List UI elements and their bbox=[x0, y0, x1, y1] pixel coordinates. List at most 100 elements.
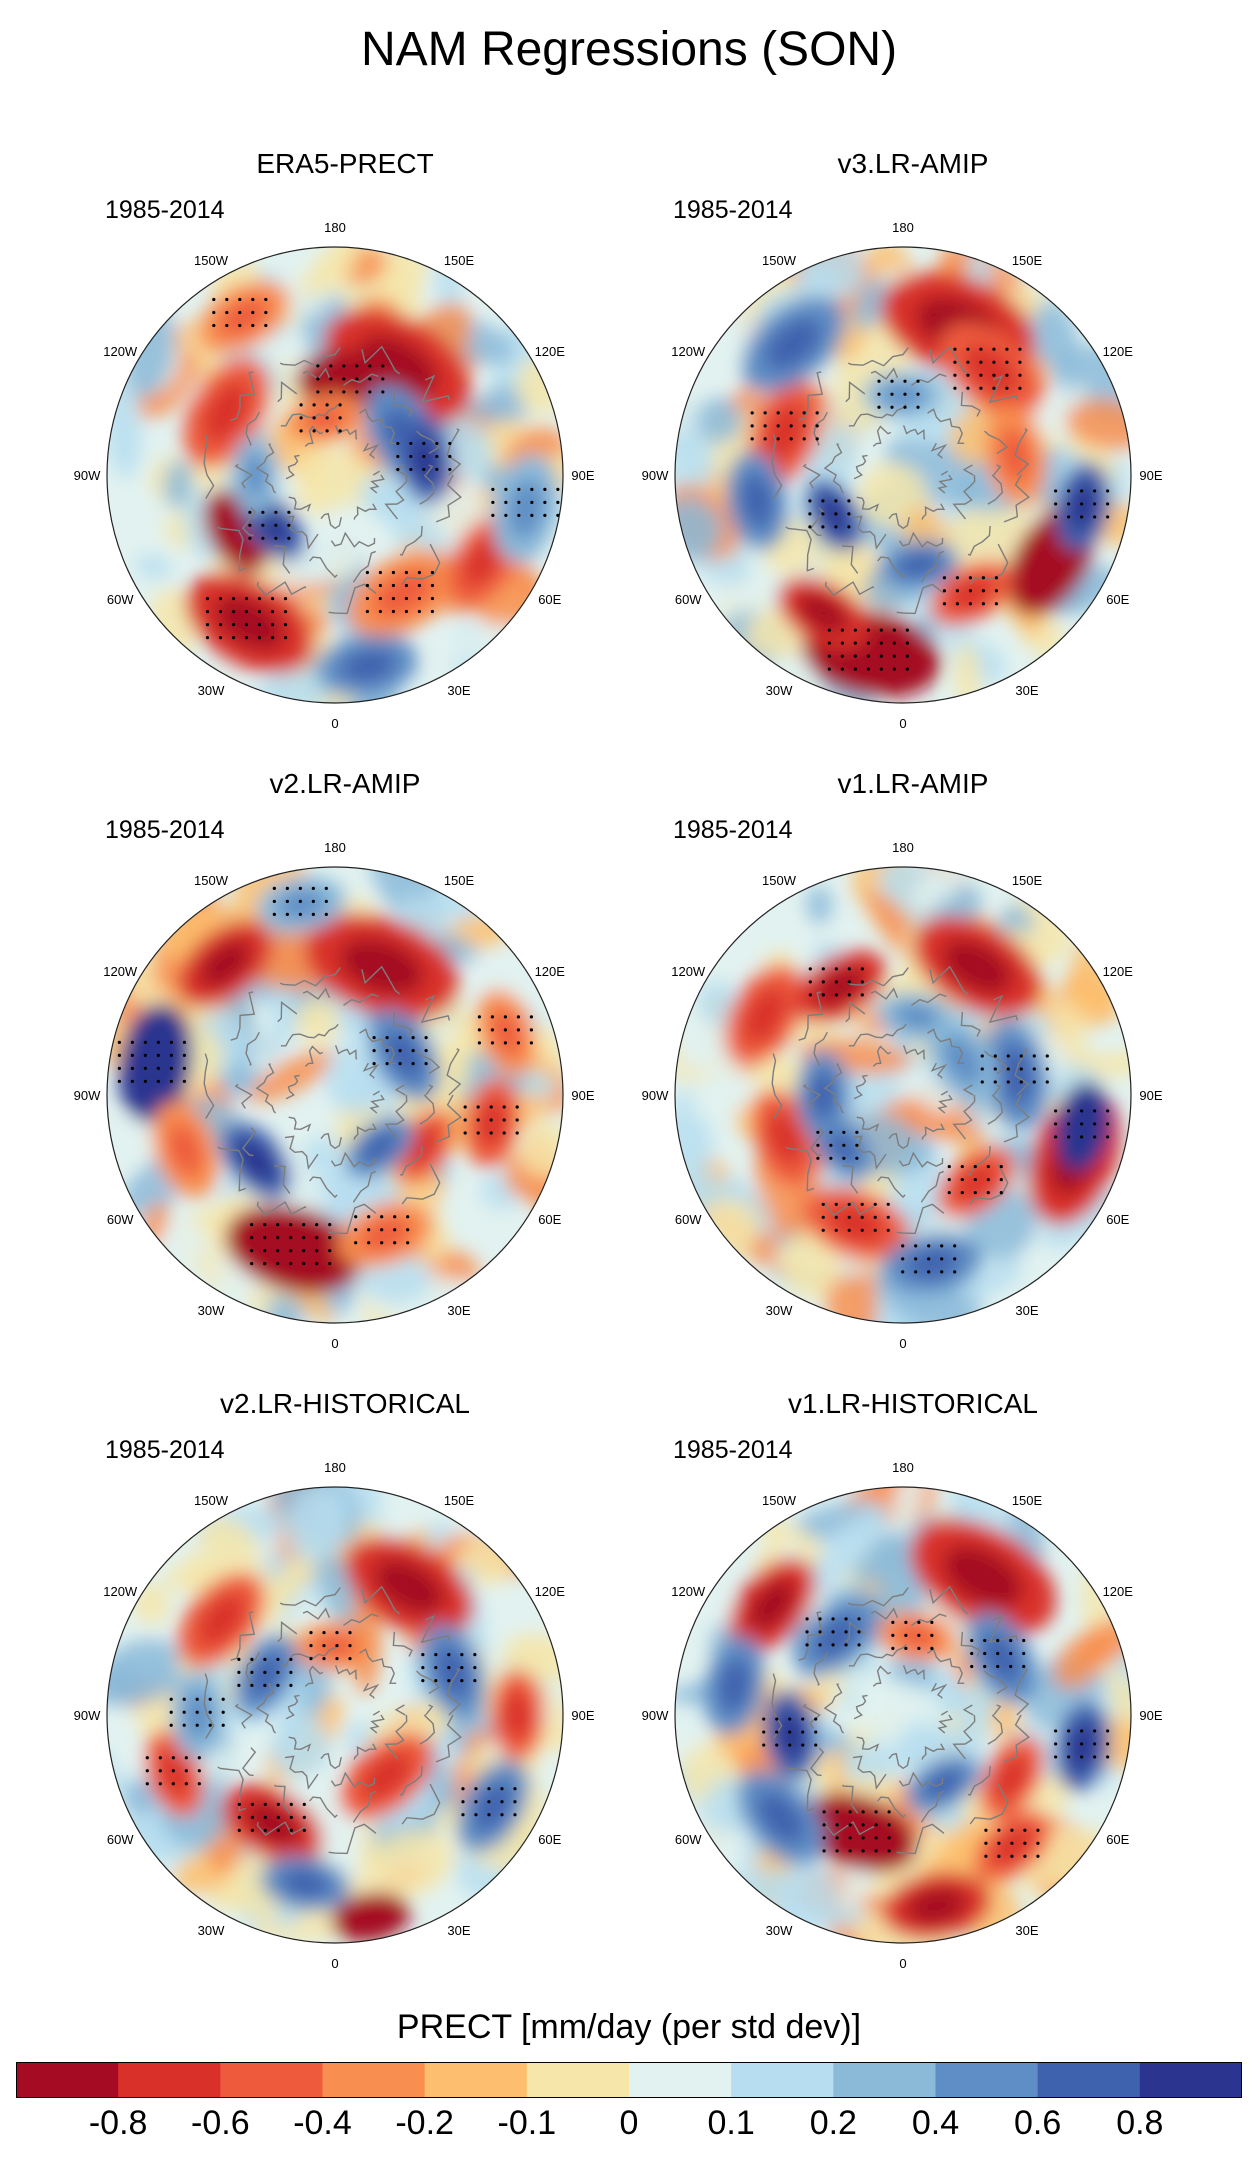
significance-dot bbox=[1032, 1054, 1036, 1058]
significance-dot bbox=[857, 1617, 861, 1621]
significance-dot bbox=[430, 583, 434, 588]
longitude-label: 60E bbox=[1106, 1832, 1129, 1847]
significance-dot bbox=[994, 589, 998, 593]
significance-dot bbox=[263, 1670, 267, 1674]
significance-dot bbox=[248, 536, 252, 540]
anomaly-core bbox=[962, 344, 1020, 397]
significance-dot bbox=[354, 1241, 358, 1245]
longitude-label: 0 bbox=[331, 716, 338, 731]
significance-dot bbox=[218, 635, 223, 640]
significance-dot bbox=[1093, 1755, 1097, 1759]
colorbar bbox=[16, 2062, 1242, 2098]
significance-dot bbox=[298, 899, 302, 903]
longitude-label: 0 bbox=[899, 1336, 906, 1351]
significance-dot bbox=[447, 1679, 451, 1683]
significance-dot bbox=[822, 1836, 826, 1840]
significance-dot bbox=[372, 1049, 376, 1053]
significance-dot bbox=[1018, 386, 1022, 390]
significance-dot bbox=[866, 641, 870, 645]
significance-dot bbox=[169, 1697, 173, 1701]
significance-dot bbox=[354, 1228, 358, 1232]
significance-dot bbox=[156, 1079, 160, 1083]
significance-dot bbox=[117, 1066, 121, 1070]
colorbar-swatch bbox=[16, 2062, 119, 2098]
significance-dot bbox=[1106, 489, 1110, 493]
significance-dot bbox=[835, 1836, 839, 1840]
significance-dot bbox=[156, 1066, 160, 1070]
significance-dot bbox=[556, 513, 560, 518]
significance-dot bbox=[848, 1849, 852, 1853]
significance-dot bbox=[311, 886, 315, 890]
significance-dot bbox=[504, 513, 508, 518]
significance-dot bbox=[827, 667, 831, 671]
significance-dot bbox=[968, 602, 972, 606]
significance-dot bbox=[205, 609, 210, 614]
significance-dot bbox=[1018, 360, 1022, 364]
significance-dot bbox=[299, 429, 303, 433]
longitude-label: 60W bbox=[107, 1212, 134, 1227]
field-patch bbox=[361, 1830, 455, 1900]
colorbar-outline bbox=[16, 2062, 1242, 2098]
field-patch bbox=[291, 445, 377, 506]
longitude-label: 120E bbox=[1103, 1584, 1134, 1599]
significance-dot bbox=[930, 1646, 934, 1651]
colorbar-swatch bbox=[731, 2062, 834, 2098]
significance-dot bbox=[312, 429, 316, 433]
longitude-label: 150W bbox=[194, 873, 229, 888]
significance-dot bbox=[879, 667, 883, 671]
significance-dot bbox=[847, 512, 851, 516]
significance-dot bbox=[500, 1813, 504, 1817]
significance-dot bbox=[1106, 502, 1110, 506]
significance-dot bbox=[1032, 1080, 1036, 1084]
significance-dot bbox=[276, 1828, 280, 1832]
significance-dot bbox=[315, 1262, 319, 1266]
longitude-label: 90E bbox=[1139, 1088, 1162, 1103]
significance-dot bbox=[490, 1015, 494, 1019]
significance-dot bbox=[309, 1644, 313, 1648]
significance-dot bbox=[762, 1743, 766, 1747]
significance-dot bbox=[289, 1815, 293, 1819]
significance-dot bbox=[831, 1643, 835, 1647]
colorbar-swatch bbox=[424, 2062, 528, 2098]
significance-dot bbox=[750, 424, 754, 428]
significance-dot bbox=[404, 609, 408, 614]
significance-dot bbox=[927, 1270, 931, 1274]
significance-dot bbox=[276, 1683, 280, 1687]
significance-stippling bbox=[762, 1617, 1110, 1858]
significance-dot bbox=[1080, 1135, 1084, 1139]
significance-dot bbox=[396, 467, 400, 472]
significance-dot bbox=[283, 622, 288, 627]
anomaly-core bbox=[1067, 482, 1098, 532]
significance-dot bbox=[250, 1802, 254, 1806]
significance-dot bbox=[529, 1041, 533, 1045]
significance-dot bbox=[970, 1651, 974, 1656]
anomaly-core bbox=[808, 1070, 838, 1120]
significance-dot bbox=[477, 1015, 481, 1019]
significance-dot bbox=[953, 1270, 957, 1274]
significance-dot bbox=[276, 1657, 280, 1661]
significance-dot bbox=[342, 364, 346, 368]
significance-dot bbox=[367, 1215, 371, 1219]
anomaly-core bbox=[373, 1559, 445, 1614]
significance-dot bbox=[847, 1215, 851, 1219]
significance-dot bbox=[348, 1631, 352, 1635]
significance-dot bbox=[143, 1066, 147, 1070]
significance-dot bbox=[316, 390, 320, 394]
anomaly-core bbox=[813, 1614, 861, 1658]
significance-dot bbox=[312, 403, 316, 407]
significance-dot bbox=[309, 1657, 313, 1661]
significance-dot bbox=[515, 1131, 519, 1135]
significance-dot bbox=[503, 1041, 507, 1045]
anomaly-core bbox=[477, 1098, 507, 1148]
anomaly-core bbox=[757, 1791, 805, 1844]
significance-dot bbox=[299, 403, 303, 407]
significance-dot bbox=[886, 1215, 890, 1219]
significance-dot bbox=[866, 667, 870, 671]
significance-dot bbox=[460, 1653, 464, 1657]
significance-dot bbox=[348, 1644, 352, 1648]
significance-dot bbox=[218, 609, 223, 614]
anomaly-core bbox=[409, 434, 440, 484]
significance-dot bbox=[244, 635, 249, 640]
significance-dot bbox=[381, 364, 385, 368]
anomaly-core bbox=[313, 1633, 357, 1660]
